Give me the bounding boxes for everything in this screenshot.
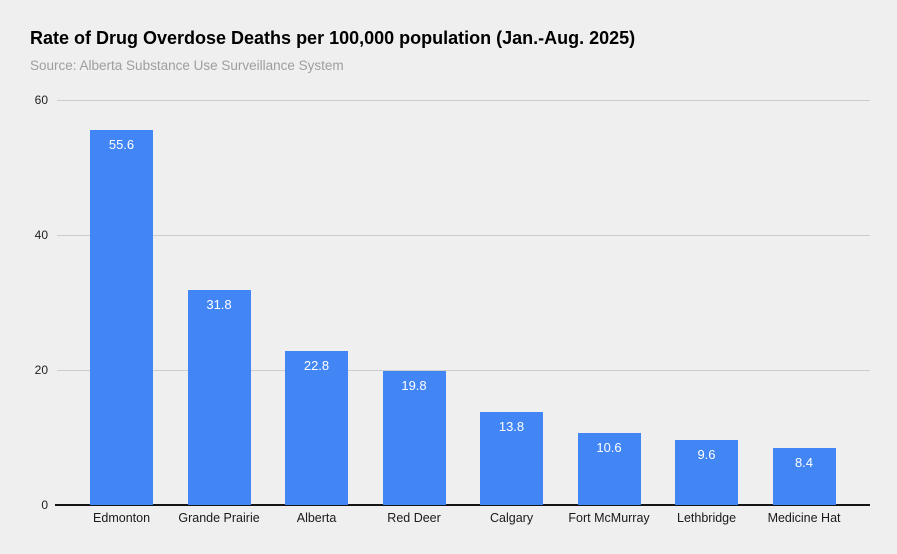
x-axis-label-red-deer: Red Deer	[387, 511, 441, 525]
bar-value-label-alberta: 22.8	[303, 358, 330, 374]
x-axis-label-grande-prairie: Grande Prairie	[178, 511, 260, 525]
x-axis-label-calgary: Calgary	[490, 511, 534, 525]
bar-value-label-edmonton: 55.6	[108, 136, 135, 152]
y-tick-label-40: 40	[34, 228, 48, 242]
y-tick-label-60: 60	[34, 93, 48, 107]
bar-fort-mcmurray[interactable]: 10.6	[577, 433, 641, 505]
x-axis-line	[55, 504, 870, 506]
bar-calgary[interactable]: 13.8	[480, 411, 543, 506]
bar-value-label-fort-mcmurray: 10.6	[596, 440, 622, 456]
chart-title: Rate of Drug Overdose Deaths per 100,000…	[30, 28, 636, 48]
bar-red-deer[interactable]: 19.8	[382, 371, 446, 506]
gridline-60	[57, 100, 870, 101]
x-axis-label-edmonton: Edmonton	[93, 511, 151, 525]
bar-value-label-red-deer: 19.8	[401, 378, 427, 394]
bar-alberta[interactable]: 22.8	[285, 351, 348, 505]
bar-lethbridge[interactable]: 9.6	[675, 440, 738, 505]
bar-value-label-calgary: 13.8	[498, 418, 525, 434]
x-axis-label-fort-mcmurray: Fort McMurray	[568, 511, 650, 525]
bar-medicine-hat[interactable]: 8.4	[772, 448, 836, 505]
x-axis-label-medicine-hat: Medicine Hat	[767, 511, 841, 525]
bar-value-label-medicine-hat: 8.4	[794, 455, 814, 471]
x-axis-label-lethbridge: Lethbridge	[677, 511, 737, 525]
chart-subtitle: Source: Alberta Substance Use Surveillan…	[30, 58, 344, 73]
y-tick-label-20: 20	[34, 363, 48, 377]
bar-value-label-grande-prairie: 31.8	[206, 297, 232, 313]
gridline-40	[57, 235, 870, 236]
bar-grande-prairie[interactable]: 31.8	[187, 290, 251, 506]
bar-edmonton[interactable]: 55.6	[90, 129, 153, 505]
x-axis-label-alberta: Alberta	[296, 511, 337, 525]
y-tick-label-0: 0	[41, 498, 48, 512]
gridline-20	[57, 370, 870, 371]
bar-value-label-lethbridge: 9.6	[697, 447, 716, 463]
